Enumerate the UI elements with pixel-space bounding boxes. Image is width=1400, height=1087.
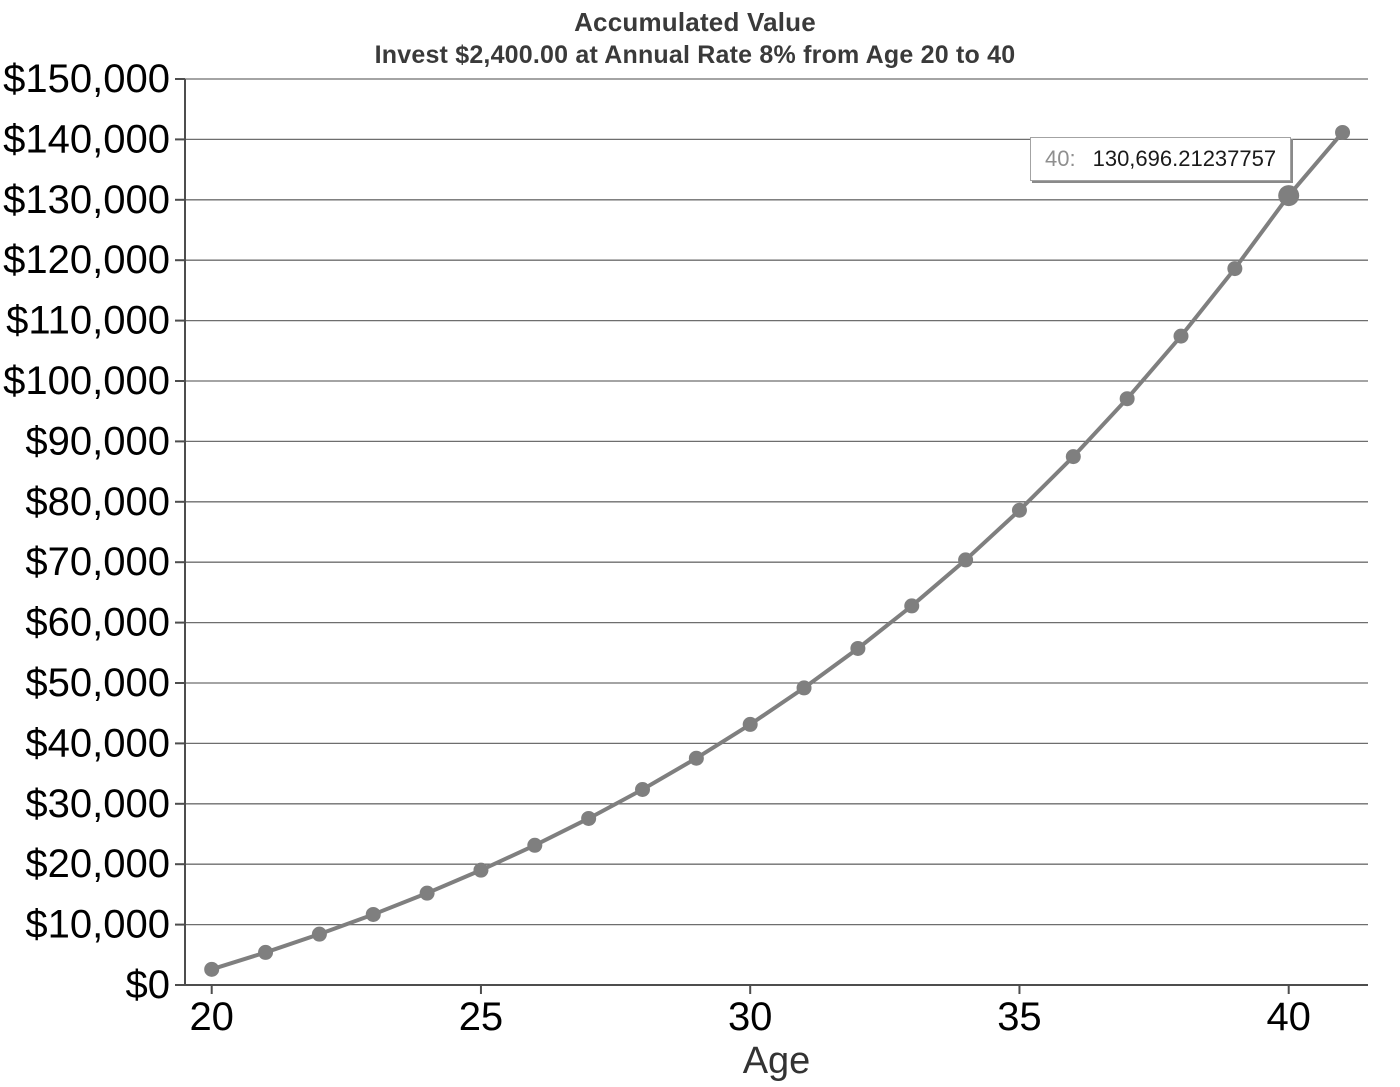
x-axis-title: Age [742,1040,811,1082]
y-tick-label: $20,000 [25,842,170,886]
data-point[interactable] [1173,328,1189,344]
y-tick-label: $150,000 [3,57,170,101]
data-point[interactable] [850,640,866,656]
y-tick-label: $60,000 [25,601,170,645]
data-point[interactable] [473,862,489,878]
y-tick-label: $50,000 [25,661,170,705]
data-point[interactable] [1065,449,1081,465]
y-tick-label: $30,000 [25,782,170,826]
x-tick-label: 20 [189,995,234,1039]
data-point[interactable] [258,944,274,960]
data-point[interactable] [419,885,435,901]
y-tick-label: $40,000 [25,721,170,765]
data-point[interactable] [311,926,327,942]
y-tick-label: $70,000 [25,540,170,584]
x-tick-label: 25 [459,995,504,1039]
data-point[interactable] [958,552,974,568]
data-point[interactable] [1119,391,1135,407]
tooltip-age-label: 40: [1045,146,1076,171]
y-tick-label: $140,000 [3,117,170,161]
data-point[interactable] [635,781,650,797]
data-point[interactable] [688,750,704,766]
x-tick-label: 35 [997,995,1042,1039]
data-point[interactable] [742,716,758,732]
y-tick-label: $80,000 [25,480,170,524]
chart-subtitle: Invest $2,400.00 at Annual Rate 8% from … [374,41,1016,69]
data-point[interactable] [1335,124,1351,140]
y-tick-label: $10,000 [25,903,170,947]
data-point[interactable] [1227,261,1243,277]
y-tick-label: $0 [126,963,171,1007]
y-tick-label: $130,000 [3,178,170,222]
data-point[interactable] [796,680,812,696]
data-point-highlighted[interactable] [1278,185,1300,207]
data-point[interactable] [581,810,597,826]
data-point[interactable] [904,598,920,614]
x-tick-label: 40 [1266,995,1311,1039]
series-line [211,131,1345,972]
y-tick-label: $120,000 [3,238,170,282]
data-point[interactable] [1011,502,1027,518]
y-tick-label: $110,000 [6,299,170,343]
tooltip-value: 130,696.21237757 [1092,146,1277,171]
data-point[interactable] [527,837,543,853]
tooltip: 40: 130,696.21237757 [1030,137,1292,181]
y-tick-label: $90,000 [25,419,170,463]
x-tick-label: 30 [728,995,773,1039]
data-point[interactable] [204,961,220,977]
chart-title: Accumulated Value [574,7,816,37]
data-point[interactable] [365,906,381,922]
y-tick-label: $100,000 [3,359,170,403]
